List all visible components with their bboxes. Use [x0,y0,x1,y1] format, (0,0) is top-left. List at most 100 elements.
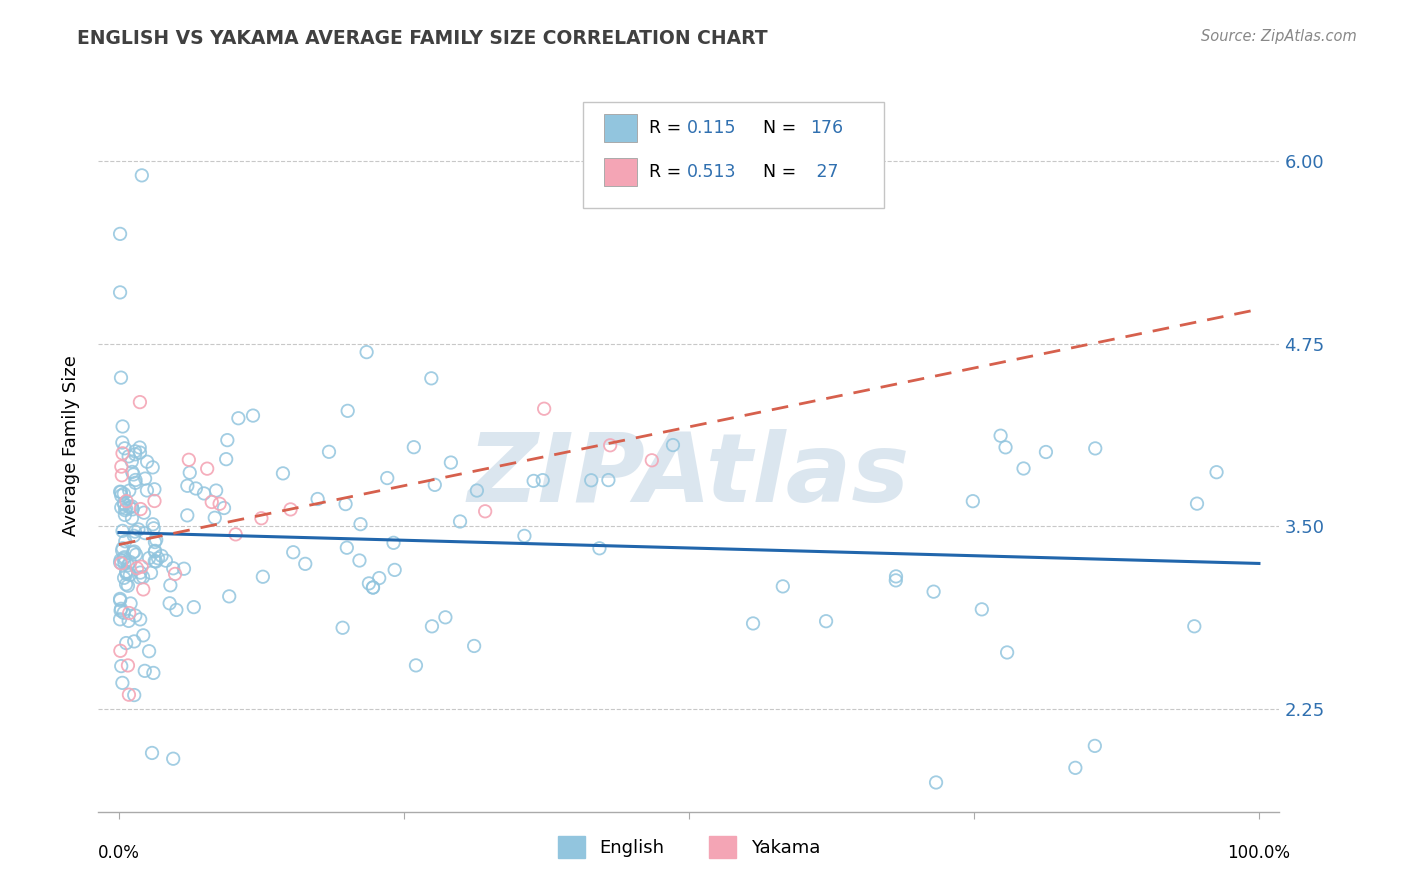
Point [110,500,132,515]
Point [112,556,135,570]
Point [138,551,160,566]
Point [146,551,169,566]
Point [111,524,134,538]
Point [165,566,187,581]
Point [108,227,131,241]
Point [108,593,131,607]
Point [122,634,145,648]
Point [118,555,141,569]
Point [177,452,200,467]
Point [111,543,134,558]
Text: 176: 176 [811,119,844,136]
Point [1064,761,1087,775]
Text: 100.0%: 100.0% [1227,844,1291,862]
Point [307,491,329,506]
Text: N =: N = [752,119,801,136]
Point [121,502,143,516]
Point [132,582,155,597]
Point [115,501,138,516]
Point [129,612,152,626]
Point [994,440,1017,454]
Point [252,570,274,584]
Point [122,688,145,702]
Point [162,752,184,766]
Point [117,579,139,593]
Point [118,483,141,498]
Point [176,479,198,493]
Point [122,546,145,560]
Point [349,517,371,532]
Point [142,665,165,680]
Point [361,581,384,595]
Point [463,639,485,653]
Point [112,487,135,501]
Point [127,523,149,537]
Point [112,571,135,585]
Point [114,534,136,549]
Point [143,544,166,558]
Point [134,664,156,678]
Point [1182,619,1205,633]
Point [884,574,907,588]
Point [120,597,142,611]
Point [118,450,141,464]
Point [336,541,359,555]
Point [179,466,201,480]
Point [124,447,146,461]
Point [125,561,148,575]
Point [533,401,555,416]
Point [599,438,621,452]
Text: 0.0%: 0.0% [98,844,139,862]
Point [523,474,546,488]
Point [1205,465,1227,479]
Point [815,614,838,628]
Point [108,285,131,300]
Point [218,590,240,604]
Point [1185,497,1208,511]
Point [143,494,166,508]
Point [110,553,132,567]
Point [242,409,264,423]
Point [204,511,226,525]
Point [208,497,231,511]
Point [110,489,132,503]
Point [405,658,427,673]
Point [132,570,155,584]
Point [361,581,384,595]
Point [283,545,305,559]
Point [335,497,357,511]
Point [110,459,132,474]
Point [176,508,198,523]
Point [110,602,132,616]
Point [115,636,138,650]
Point [114,550,136,565]
Point [132,628,155,642]
Point [110,485,132,500]
Point [129,445,152,459]
Point [420,371,443,385]
Point [271,467,294,481]
Point [228,411,250,425]
Text: 0.115: 0.115 [686,119,737,136]
Point [136,455,159,469]
Point [114,503,136,517]
Point [145,555,167,569]
Point [118,568,141,582]
Point [112,606,135,620]
Point [225,527,247,541]
Point [124,444,146,458]
Point [108,591,131,606]
Point [165,603,187,617]
Point [141,746,163,760]
Point [132,506,155,520]
Point [184,482,207,496]
Point [884,569,907,583]
Point [173,562,195,576]
Point [420,619,443,633]
Text: Source: ZipAtlas.com: Source: ZipAtlas.com [1201,29,1357,44]
Point [134,526,156,541]
Point [155,554,177,568]
Point [962,494,984,508]
Point [124,608,146,623]
Text: ENGLISH VS YAKAMA AVERAGE FAMILY SIZE CORRELATION CHART: ENGLISH VS YAKAMA AVERAGE FAMILY SIZE CO… [77,29,768,47]
